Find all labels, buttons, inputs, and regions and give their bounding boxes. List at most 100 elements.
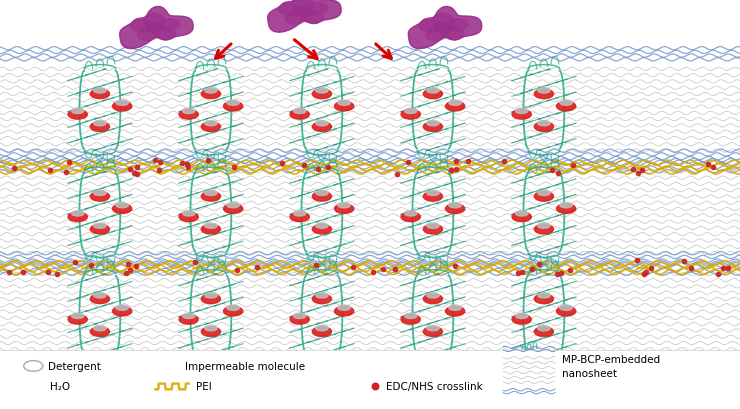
Ellipse shape [205,223,217,229]
Ellipse shape [227,101,239,106]
Polygon shape [408,7,482,49]
Ellipse shape [68,213,87,222]
Ellipse shape [312,327,332,337]
Ellipse shape [316,88,328,94]
Point [567,162,579,169]
Ellipse shape [303,3,328,16]
Ellipse shape [427,88,439,94]
Ellipse shape [556,307,576,316]
Point [640,269,652,275]
Point [9,166,21,172]
Point [130,263,142,270]
Ellipse shape [116,101,128,106]
Ellipse shape [560,101,572,106]
Ellipse shape [316,121,328,126]
Polygon shape [120,7,193,49]
Ellipse shape [90,225,110,234]
Ellipse shape [205,191,217,196]
Ellipse shape [401,315,420,324]
Ellipse shape [560,203,572,208]
Point [175,161,187,167]
Ellipse shape [201,90,221,99]
Ellipse shape [312,90,332,99]
Ellipse shape [516,313,528,319]
Ellipse shape [338,203,350,208]
Ellipse shape [223,307,243,316]
Ellipse shape [401,110,420,120]
Ellipse shape [90,123,110,132]
Point [153,168,165,174]
Ellipse shape [168,364,175,368]
Ellipse shape [165,366,173,371]
Point [679,258,690,264]
Ellipse shape [338,101,350,106]
Ellipse shape [27,382,47,392]
Ellipse shape [94,223,106,229]
Ellipse shape [294,313,306,319]
Text: EDC/NHS crosslink: EDC/NHS crosslink [386,382,483,391]
Ellipse shape [534,294,554,304]
Ellipse shape [183,109,195,114]
Ellipse shape [512,110,531,120]
Ellipse shape [427,191,439,196]
Point [348,264,360,270]
Ellipse shape [312,225,332,234]
Ellipse shape [294,211,306,216]
Point [516,269,528,275]
Ellipse shape [538,88,550,94]
FancyBboxPatch shape [0,350,740,409]
Ellipse shape [138,28,160,41]
Ellipse shape [223,204,243,214]
Point [498,159,510,165]
Point [638,271,650,278]
Point [707,165,719,171]
Point [369,383,381,390]
Ellipse shape [538,326,550,331]
Point [633,171,645,177]
Point [131,171,143,178]
Point [717,265,729,272]
Text: Detergent: Detergent [48,361,101,371]
Point [124,267,135,274]
Ellipse shape [162,363,172,368]
Ellipse shape [72,211,84,216]
Ellipse shape [423,192,443,202]
Point [181,161,193,167]
Text: Impermeable molecule: Impermeable molecule [185,361,305,371]
Ellipse shape [94,293,106,298]
Ellipse shape [516,109,528,114]
Point [462,158,474,165]
Ellipse shape [405,109,417,114]
Point [276,160,288,167]
Ellipse shape [445,102,465,112]
Ellipse shape [538,191,550,196]
Ellipse shape [312,192,332,202]
Ellipse shape [423,90,443,99]
Point [702,162,714,168]
Text: nanosheet: nanosheet [562,369,617,378]
Polygon shape [158,358,186,374]
Point [553,171,565,177]
Ellipse shape [183,211,195,216]
Ellipse shape [130,21,155,33]
Point [124,166,135,173]
Ellipse shape [290,315,309,324]
Ellipse shape [72,313,84,319]
Ellipse shape [334,102,354,112]
Ellipse shape [201,225,221,234]
Ellipse shape [68,110,87,120]
Ellipse shape [290,110,309,120]
Ellipse shape [312,294,332,304]
Ellipse shape [205,326,217,331]
Point [18,270,30,276]
Point [322,165,334,171]
Ellipse shape [426,28,448,41]
Ellipse shape [183,313,195,319]
Ellipse shape [334,307,354,316]
Point [182,165,194,171]
Ellipse shape [316,293,328,298]
Point [631,257,643,264]
Ellipse shape [152,27,175,40]
Text: H₂O: H₂O [50,382,70,391]
Point [712,271,724,278]
